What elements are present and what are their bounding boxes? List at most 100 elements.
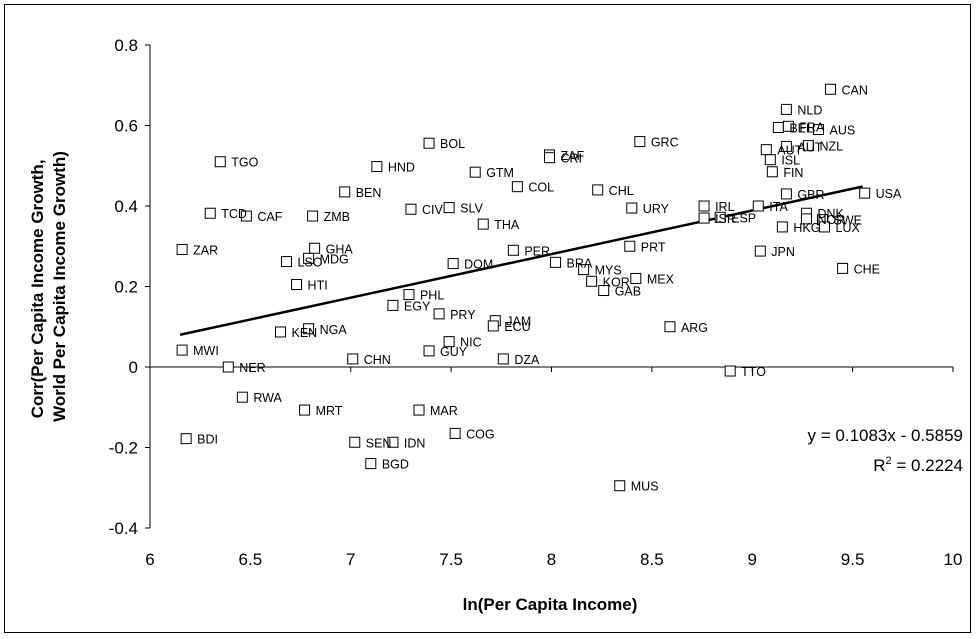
point-label: IRL bbox=[715, 200, 735, 214]
point-label: SEN bbox=[366, 436, 392, 450]
point-marker bbox=[837, 262, 849, 274]
point-marker bbox=[780, 140, 792, 152]
point-marker bbox=[714, 211, 726, 223]
point-label: NER bbox=[239, 361, 265, 375]
x-axis-title: ln(Per Capita Income) bbox=[463, 595, 638, 614]
point-label: GUY bbox=[440, 345, 468, 359]
point-marker bbox=[403, 289, 415, 301]
point-label: AUT bbox=[797, 140, 822, 154]
point-marker bbox=[698, 212, 710, 224]
point-marker bbox=[825, 83, 837, 95]
point-marker bbox=[800, 213, 812, 225]
point-marker bbox=[307, 210, 319, 222]
point-marker bbox=[598, 285, 610, 297]
y-axis-title-line-1: Corr(Per Capita Income Growth, bbox=[28, 159, 47, 418]
point-marker bbox=[443, 202, 455, 214]
point-marker bbox=[365, 458, 377, 470]
point-marker bbox=[754, 245, 766, 257]
y-tick-label: 0.4 bbox=[114, 197, 138, 216]
point-label: KOR bbox=[603, 275, 630, 289]
point-label: GBR bbox=[797, 188, 824, 202]
point-label: BEL bbox=[789, 122, 813, 136]
point-marker bbox=[497, 353, 509, 365]
point-marker bbox=[630, 272, 642, 284]
point-label: MAR bbox=[430, 404, 458, 418]
y-tick-label: 0.8 bbox=[114, 36, 138, 55]
r-squared-r: R bbox=[873, 456, 885, 475]
trendline bbox=[179, 185, 863, 336]
x-tick-label: 7.5 bbox=[439, 550, 463, 569]
point-label: BGD bbox=[382, 458, 409, 472]
x-tick-label: 6.5 bbox=[239, 550, 263, 569]
point-label: ESP bbox=[731, 211, 756, 225]
point-marker bbox=[447, 258, 459, 270]
point-label: GAB bbox=[615, 285, 641, 299]
point-marker bbox=[449, 427, 461, 439]
point-marker bbox=[592, 184, 604, 196]
r-squared-label: R2 = 0.2224 bbox=[873, 455, 963, 475]
point-label: LUX bbox=[836, 221, 861, 235]
point-marker bbox=[766, 166, 778, 178]
point-marker bbox=[443, 336, 455, 348]
data-points bbox=[176, 83, 871, 492]
y-axis-title: Corr(Per Capita Income Growth, World Per… bbox=[28, 151, 69, 422]
point-marker bbox=[802, 140, 814, 152]
point-marker bbox=[586, 275, 598, 287]
x-tick-label: 7 bbox=[346, 550, 355, 569]
r-squared-value: = 0.2224 bbox=[892, 456, 963, 475]
point-label: PER bbox=[524, 244, 550, 258]
point-label: COG bbox=[466, 427, 494, 441]
point-label: LSO bbox=[298, 256, 323, 270]
point-marker bbox=[469, 166, 481, 178]
point-label: ARG bbox=[681, 321, 708, 335]
point-marker bbox=[543, 152, 555, 164]
point-label: MRT bbox=[316, 404, 343, 418]
point-label: PRT bbox=[641, 240, 666, 254]
point-label: ITA bbox=[769, 200, 788, 214]
point-marker bbox=[176, 243, 188, 255]
point-marker bbox=[291, 278, 303, 290]
x-tick-label: 8 bbox=[547, 550, 556, 569]
point-marker bbox=[776, 221, 788, 233]
point-marker bbox=[214, 156, 226, 168]
point-label: PHL bbox=[420, 289, 444, 303]
point-marker bbox=[299, 404, 311, 416]
x-tick-label: 9.5 bbox=[841, 550, 865, 569]
point-marker bbox=[371, 161, 383, 173]
point-label: CIV bbox=[422, 203, 444, 217]
point-marker bbox=[624, 240, 636, 252]
point-marker bbox=[405, 203, 417, 215]
point-label: MYS bbox=[595, 264, 622, 278]
point-label: COL bbox=[528, 181, 554, 195]
point-marker bbox=[859, 187, 871, 199]
point-label: BRA bbox=[567, 256, 593, 270]
point-marker bbox=[176, 344, 188, 356]
point-marker bbox=[724, 365, 736, 377]
point-label: DNK bbox=[817, 207, 844, 221]
point-label: GRC bbox=[651, 136, 679, 150]
point-marker bbox=[780, 188, 792, 200]
point-label: CHL bbox=[609, 184, 634, 198]
axes bbox=[145, 44, 954, 529]
point-marker bbox=[281, 256, 293, 268]
point-marker bbox=[634, 136, 646, 148]
point-label: CHN bbox=[364, 353, 391, 367]
point-marker bbox=[614, 480, 626, 492]
point-label: NOR bbox=[817, 213, 845, 227]
trendline-equation: y = 0.1083x - 0.5859 bbox=[808, 426, 963, 445]
point-label: NLD bbox=[797, 103, 822, 117]
point-marker bbox=[477, 218, 489, 230]
point-marker bbox=[760, 144, 772, 156]
chart-frame bbox=[4, 4, 971, 633]
point-marker bbox=[387, 436, 399, 448]
point-label: AUS bbox=[829, 124, 855, 138]
point-marker bbox=[812, 124, 824, 136]
point-label: GHA bbox=[326, 242, 354, 256]
point-marker bbox=[309, 242, 321, 254]
point-label: MEX bbox=[647, 272, 675, 286]
point-marker bbox=[511, 181, 523, 193]
point-label: ZMB bbox=[324, 210, 350, 224]
point-label: TGO bbox=[231, 156, 258, 170]
point-marker bbox=[782, 120, 794, 132]
